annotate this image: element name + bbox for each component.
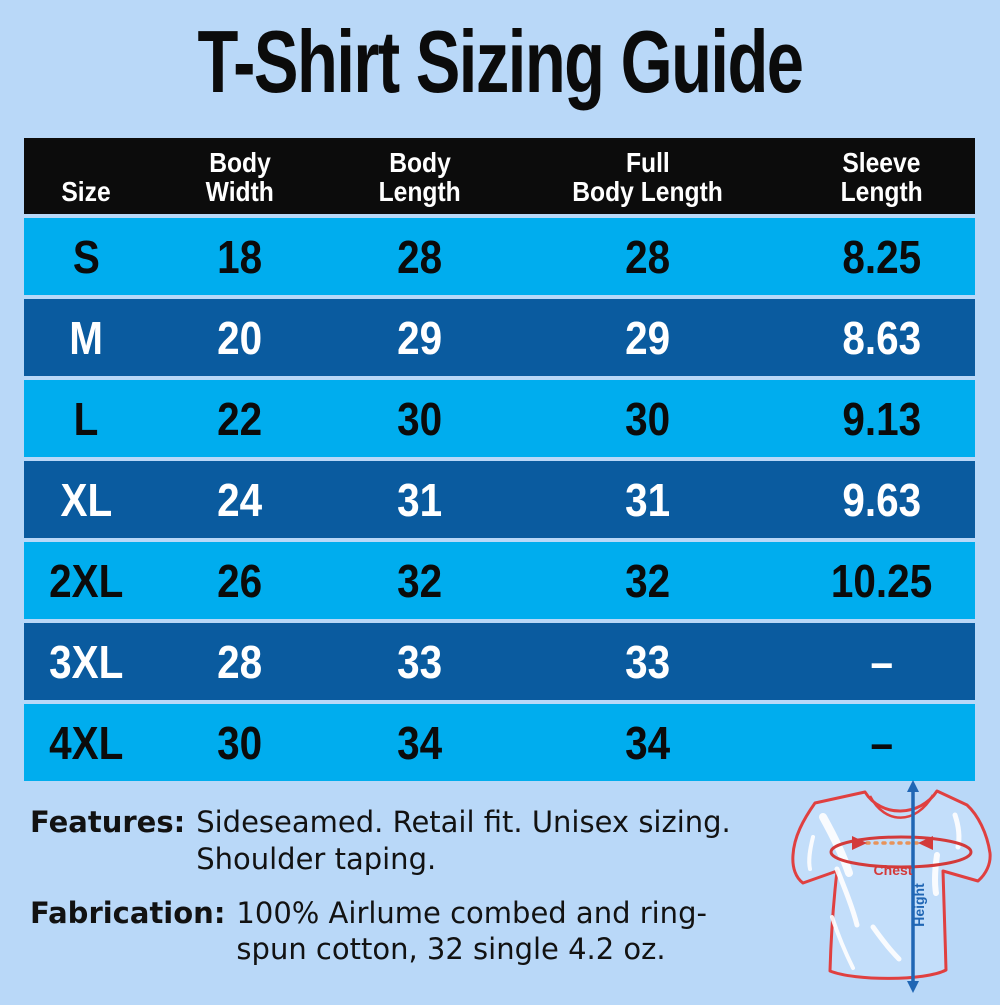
column-header-sleeve-length: Sleeve Length	[840, 146, 923, 208]
column-header-body-length: Body Length	[378, 146, 462, 208]
cell-size: 4XL	[48, 716, 124, 769]
cell-body-width: 22	[217, 392, 263, 445]
table-header: Size Body Width Body Length Full Body Le…	[24, 138, 975, 214]
cell-sleeve-length: –	[870, 716, 893, 769]
cell-body-length: 30	[397, 392, 443, 445]
sizing-table: Size Body Width Body Length Full Body Le…	[24, 138, 975, 781]
cell-size: S	[72, 230, 100, 283]
cell-size: 2XL	[48, 554, 124, 607]
cell-body-length: 31	[397, 473, 443, 526]
cell-full-body-length: 30	[625, 392, 671, 445]
cell-full-body-length: 34	[625, 716, 671, 769]
cell-sleeve-length: –	[870, 635, 893, 688]
collar-line	[868, 794, 935, 819]
cell-full-body-length: 33	[625, 635, 671, 688]
features-text: Sideseamed. Retail fit. Unisex sizing. S…	[196, 805, 731, 876]
cell-full-body-length: 32	[625, 554, 671, 607]
cell-body-width: 28	[217, 635, 263, 688]
table-row-s: S 18 28 28 8.25	[24, 218, 975, 295]
cell-size: L	[73, 392, 99, 445]
features-section: Features: Sideseamed. Retail fit. Unisex…	[30, 804, 800, 878]
height-label: Height	[911, 883, 927, 927]
cell-body-length: 33	[397, 635, 443, 688]
height-arrow-top	[907, 780, 919, 792]
cell-full-body-length: 29	[625, 311, 671, 364]
chest-label: Chest	[874, 862, 913, 878]
fabrication-section: Fabrication: 100% Airlume combed and rin…	[30, 895, 800, 969]
table-row-xl: XL 24 31 31 9.63	[24, 461, 975, 538]
features-label: Features:	[30, 805, 186, 839]
column-header-body-width: Body Width	[205, 146, 275, 208]
cell-body-width: 20	[217, 311, 263, 364]
cell-body-length: 32	[397, 554, 443, 607]
cell-sleeve-length: 8.25	[842, 230, 921, 283]
cell-sleeve-length: 9.13	[842, 392, 921, 445]
table-row-3xl: 3XL 28 33 33 –	[24, 623, 975, 700]
fabrication-label: Fabrication:	[30, 895, 226, 930]
cell-sleeve-length: 10.25	[830, 554, 933, 607]
cell-full-body-length: 28	[625, 230, 671, 283]
tshirt-measurement-diagram: Chest Height	[785, 775, 1000, 1000]
chest-arrow-left	[852, 836, 867, 850]
cell-size: XL	[60, 473, 112, 526]
cell-full-body-length: 31	[625, 473, 671, 526]
cell-body-width: 24	[217, 473, 263, 526]
column-header-full-body-length: Full Body Length	[572, 146, 724, 208]
cell-size: 3XL	[48, 635, 124, 688]
chest-arrow-right	[918, 836, 933, 850]
cell-body-width: 26	[217, 554, 263, 607]
chest-measure-ellipse	[829, 835, 973, 869]
table-row-m: M 20 29 29 8.63	[24, 299, 975, 376]
cell-body-length: 28	[397, 230, 443, 283]
cell-sleeve-length: 9.63	[842, 473, 921, 526]
table-row-2xl: 2XL 26 32 32 10.25	[24, 542, 975, 619]
cell-sleeve-length: 8.63	[842, 311, 921, 364]
cell-body-length: 34	[397, 716, 443, 769]
cell-body-width: 30	[217, 716, 263, 769]
fabrication-text: 100% Airlume combed and ring- spun cotto…	[236, 895, 707, 967]
product-specs: Features: Sideseamed. Retail fit. Unisex…	[30, 804, 800, 968]
column-header-size: Size	[61, 176, 111, 208]
table-row-l: L 22 30 30 9.13	[24, 380, 975, 457]
cell-body-width: 18	[217, 230, 263, 283]
cell-size: M	[69, 311, 103, 364]
cell-body-length: 29	[397, 311, 443, 364]
height-arrow-bottom	[907, 981, 919, 993]
table-row-4xl: 4XL 30 34 34 –	[24, 704, 975, 781]
tshirt-outline	[791, 789, 992, 980]
page-title: T-Shirt Sizing Guide	[197, 12, 804, 111]
